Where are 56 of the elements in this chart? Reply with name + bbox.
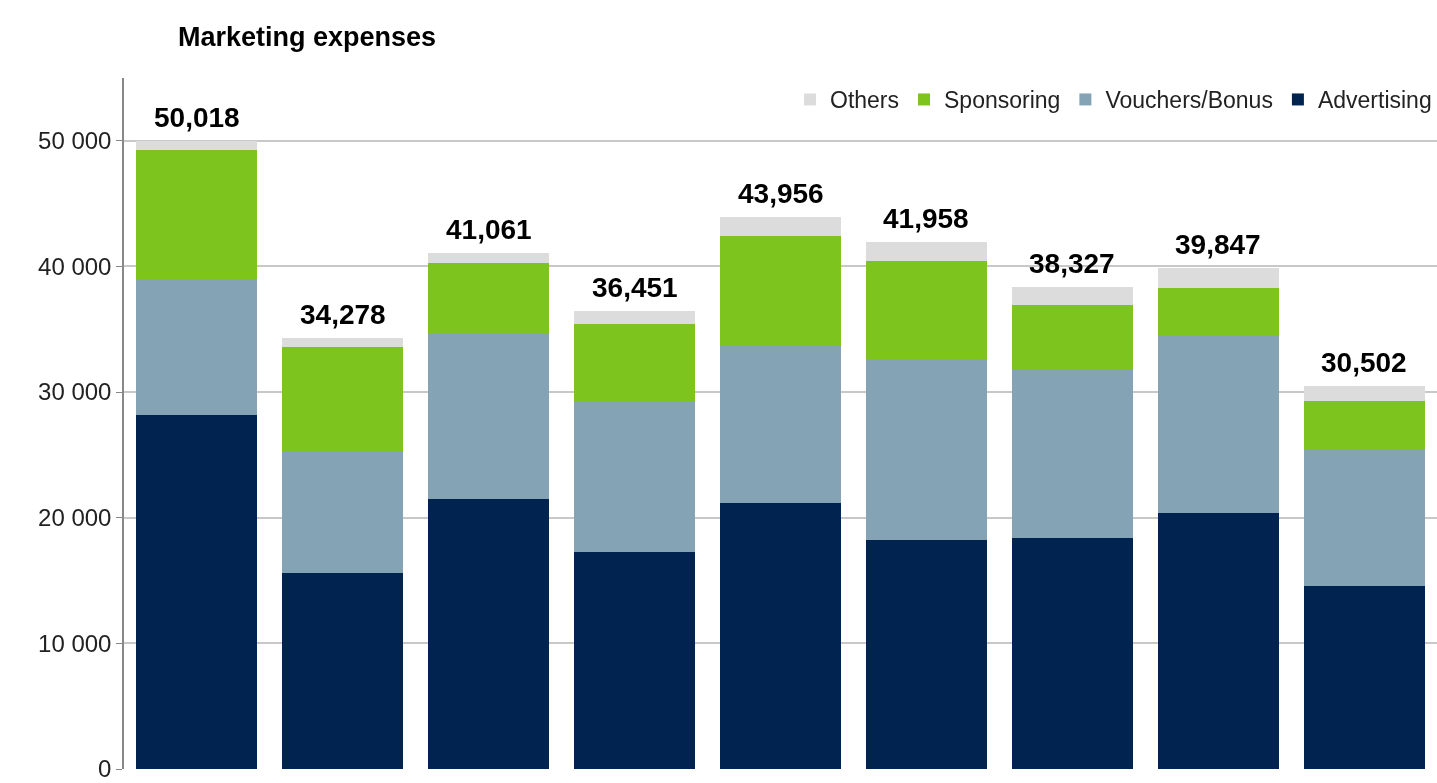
total-label: 30,502 — [1321, 347, 1407, 378]
bar — [865, 540, 987, 769]
bar — [136, 279, 258, 415]
bar — [1011, 305, 1133, 370]
bar — [1303, 585, 1425, 769]
bar — [1157, 512, 1279, 769]
y-tick-label: 40 000 — [38, 252, 112, 280]
bar — [719, 345, 842, 503]
legend-label: Sponsoring — [944, 87, 1061, 114]
bar — [865, 261, 987, 360]
bar — [1303, 400, 1425, 449]
bar — [1157, 335, 1279, 513]
total-label: 41,958 — [883, 203, 969, 234]
legend-label: Vouchers/Bonus — [1105, 87, 1273, 114]
bar — [282, 573, 404, 769]
y-tick-label: 10 000 — [38, 629, 112, 657]
bar — [719, 236, 842, 346]
legend-label: Others — [830, 87, 900, 114]
total-label: 39,847 — [1175, 229, 1261, 260]
bar — [1303, 385, 1425, 401]
bar — [428, 253, 550, 263]
bar — [1011, 537, 1133, 769]
total-label: 34,278 — [300, 299, 386, 330]
bar — [136, 414, 258, 769]
bar — [282, 346, 404, 453]
bar — [1011, 369, 1133, 538]
y-tick-label: 30 000 — [38, 378, 112, 406]
total-label: 41,061 — [446, 214, 532, 245]
bar — [719, 502, 842, 769]
bar — [1303, 448, 1425, 586]
bar — [574, 311, 696, 325]
bar — [282, 338, 404, 347]
bar — [428, 498, 550, 769]
bar — [282, 452, 404, 574]
bar — [865, 241, 987, 262]
bar — [574, 551, 696, 769]
total-label: 38,327 — [1029, 248, 1115, 279]
bar — [1157, 287, 1279, 336]
y-tick-label: 0 — [98, 755, 112, 783]
bar — [574, 324, 696, 403]
total-label: 36,451 — [592, 272, 678, 303]
bar — [428, 333, 550, 499]
bar — [719, 216, 842, 237]
total-label: 50,018 — [154, 102, 240, 133]
y-tick-label: 50 000 — [38, 127, 112, 155]
bar — [865, 359, 987, 541]
y-tick-label: 20 000 — [38, 504, 112, 532]
bar — [428, 262, 550, 334]
bar — [136, 149, 258, 280]
bar — [136, 140, 258, 150]
bar — [1157, 268, 1279, 288]
total-label: 43,956 — [738, 178, 824, 209]
bar — [574, 402, 696, 552]
bar — [1011, 287, 1133, 306]
chart-title: Marketing expenses — [178, 22, 437, 53]
legend-label: Advertising — [1317, 87, 1432, 114]
